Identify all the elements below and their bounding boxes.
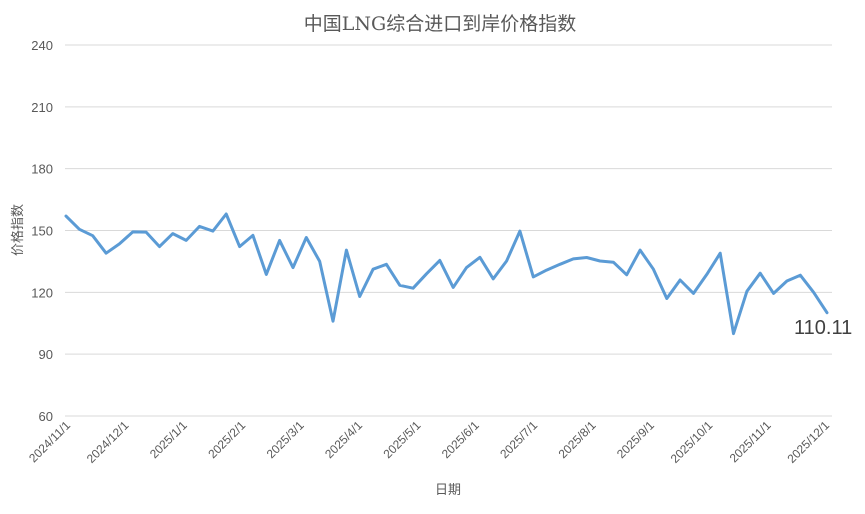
x-tick-label: 2025/4/1 xyxy=(322,418,365,461)
y-tick-label: 240 xyxy=(31,38,53,53)
x-tick-label: 2025/11/1 xyxy=(727,418,774,465)
x-tick-label: 2025/1/1 xyxy=(147,418,190,461)
y-tick-label: 150 xyxy=(31,224,53,239)
y-tick-label: 60 xyxy=(39,409,53,424)
x-tick-label: 2025/5/1 xyxy=(380,418,423,461)
x-tick-label: 2025/3/1 xyxy=(264,418,307,461)
x-tick-label: 2025/6/1 xyxy=(439,418,482,461)
x-tick-label: 2024/11/1 xyxy=(26,418,73,465)
y-tick-label: 210 xyxy=(31,100,53,115)
x-tick-label: 2025/9/1 xyxy=(614,418,657,461)
x-axis-ticks: 2024/11/1 2024/12/1 2025/1/1 2025/2/1 2025/3… xyxy=(26,418,832,466)
last-value-label: 110.11 xyxy=(794,317,852,339)
x-tick-label: 2025/12/1 xyxy=(784,418,832,466)
y-tick-label: 120 xyxy=(31,285,53,300)
y-axis-label: 价格指数 xyxy=(10,204,26,256)
x-tick-label: 2025/2/1 xyxy=(205,418,248,461)
x-axis-label: 日期 xyxy=(435,483,461,498)
gridlines xyxy=(65,44,832,417)
x-tick-label: 2024/12/1 xyxy=(84,418,132,466)
y-tick-label: 180 xyxy=(31,162,53,177)
x-tick-label: 2025/10/1 xyxy=(668,418,716,466)
y-tick-label: 90 xyxy=(39,347,53,362)
x-tick-label: 2025/8/1 xyxy=(556,418,599,461)
x-tick-label: 2025/7/1 xyxy=(497,418,540,461)
price-index-series-line xyxy=(64,212,829,336)
chart-title: 中国LNG综合进口到岸价格指数 xyxy=(304,13,576,35)
y-axis-ticks: 60 90 120 150 180 210 240 xyxy=(31,38,53,424)
